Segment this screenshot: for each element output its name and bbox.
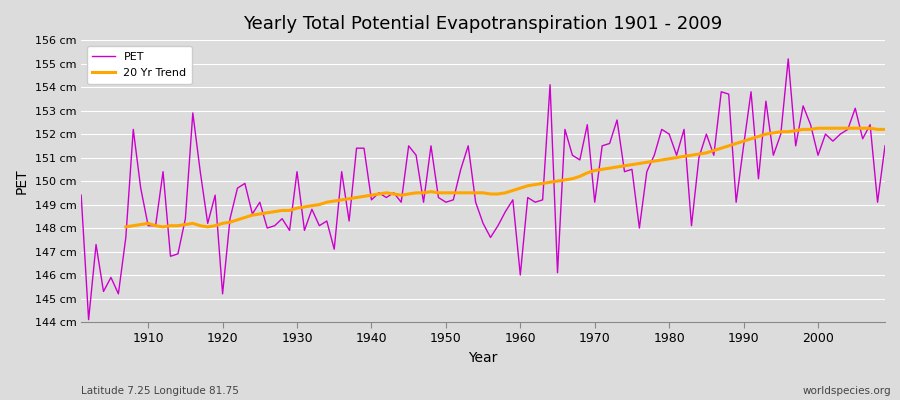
Y-axis label: PET: PET [15,168,29,194]
20 Yr Trend [813,126,824,131]
20 Yr Trend [820,126,831,131]
Line: PET: PET [81,59,885,320]
PET [83,317,94,322]
PET [307,207,318,212]
Line: 20 Yr Trend: 20 Yr Trend [126,128,885,227]
20 Yr Trend [560,178,571,182]
Title: Yearly Total Potential Evapotranspiration 1901 - 2009: Yearly Total Potential Evapotranspiratio… [244,15,723,33]
PET [76,193,86,198]
PET [612,118,623,122]
20 Yr Trend [879,127,890,132]
PET [879,144,890,148]
PET [351,146,362,150]
20 Yr Trend [806,127,816,132]
20 Yr Trend [790,128,801,133]
20 Yr Trend [121,224,131,229]
20 Yr Trend [328,199,339,204]
PET [515,273,526,278]
Text: Latitude 7.25 Longitude 81.75: Latitude 7.25 Longitude 81.75 [81,386,239,396]
PET [783,56,794,61]
Legend: PET, 20 Yr Trend: PET, 20 Yr Trend [86,46,192,84]
PET [522,195,533,200]
PET [143,223,154,228]
Text: worldspecies.org: worldspecies.org [803,386,891,396]
20 Yr Trend [835,126,846,131]
X-axis label: Year: Year [468,351,498,365]
